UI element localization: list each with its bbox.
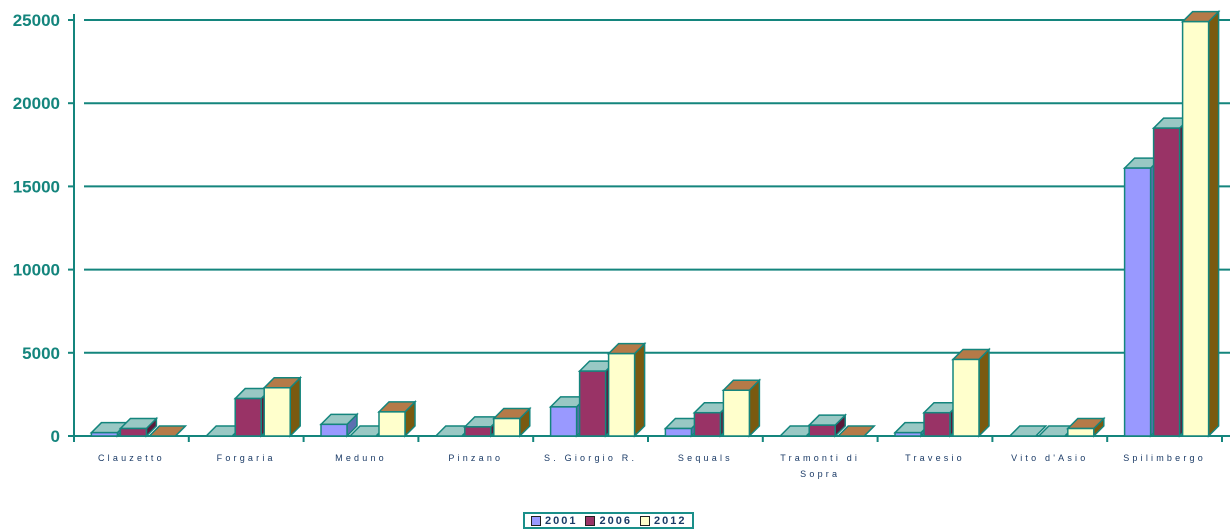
bar-front (693, 411, 722, 437)
x-tick-label: Travesio (905, 453, 965, 463)
bar (606, 341, 647, 438)
legend-item-2001: 2001 (531, 515, 577, 527)
x-tick-label: S. Giorgio R. (544, 453, 637, 463)
y-tick-labels: 0 5000 10000 15000 20000 25000 (13, 11, 60, 446)
bar-front (1123, 167, 1152, 437)
y-tick-label: 0 (51, 427, 60, 446)
bar-front (378, 411, 406, 437)
x-tick-labels: Clauzetto Forgaria Meduno Pinzano S. Giorgio… (98, 453, 1206, 479)
legend-label-2006: 2006 (599, 514, 632, 527)
axes (68, 14, 1230, 442)
bar-front (578, 370, 607, 437)
bar (118, 416, 159, 438)
bar-front (320, 423, 348, 437)
bar (951, 347, 991, 438)
legend-label-2012: 2012 (653, 514, 687, 527)
x-tick-label: Clauzetto (98, 453, 165, 463)
bar (1007, 425, 1048, 437)
bar-side (1207, 9, 1220, 438)
bar (721, 378, 762, 438)
legend-item-2012: 2012 (639, 514, 687, 527)
y-tick-label: 20000 (13, 94, 60, 113)
bar (147, 425, 188, 437)
bar-front (1152, 127, 1181, 437)
y-tick-label: 15000 (13, 177, 60, 196)
bar-front (464, 426, 492, 437)
bar-front (607, 352, 636, 437)
legend-swatch-2001 (531, 515, 541, 526)
gridlines (84, 19, 1230, 354)
bar-front (119, 427, 148, 437)
x-tick-label: Tramonti di (780, 453, 860, 463)
bar (377, 400, 417, 438)
x-tick-label: Forgaria (217, 453, 276, 463)
legend-label-2001: 2001 (545, 514, 578, 527)
bar (807, 413, 848, 438)
y-tick-label: 25000 (13, 11, 60, 30)
bar-front (722, 389, 751, 437)
bar-front (263, 386, 291, 437)
bar-front (952, 358, 980, 437)
bar (319, 412, 359, 438)
bar-front (549, 406, 578, 437)
bar-top (836, 425, 877, 437)
bar-top (147, 425, 188, 437)
bar-front (664, 427, 693, 437)
bar-front (1067, 427, 1095, 437)
y-tick-label: 10000 (13, 261, 60, 280)
bar-front (923, 411, 951, 437)
bar-front (894, 431, 922, 437)
bar-front (234, 397, 262, 437)
bar-front (493, 417, 521, 437)
bars (89, 9, 1221, 438)
x-tick-label: Vito d'Asio (1011, 453, 1088, 463)
legend-swatch-2006 (585, 515, 596, 526)
x-tick-label: Spilimbergo (1123, 453, 1206, 463)
bar-side (978, 347, 990, 438)
bar (1180, 9, 1221, 438)
legend-item-2006: 2006 (585, 515, 631, 527)
legend: 2001 2006 2012 (523, 512, 695, 529)
x-tick-label: Sopra (800, 469, 840, 479)
x-tick-label: Sequals (678, 453, 733, 463)
bar (262, 375, 303, 438)
legend-swatch-2012 (639, 515, 650, 526)
bar-top (1007, 425, 1048, 437)
x-tick-label: Pinzano (448, 453, 503, 463)
bar (836, 425, 877, 437)
bar-front (1181, 20, 1210, 437)
y-tick-label: 5000 (22, 344, 60, 363)
bar (491, 406, 532, 438)
bar (1065, 416, 1106, 438)
bar-side (633, 341, 646, 438)
bar-front (90, 431, 119, 437)
x-tick-label: Meduno (335, 453, 387, 463)
bar-front (808, 424, 836, 437)
